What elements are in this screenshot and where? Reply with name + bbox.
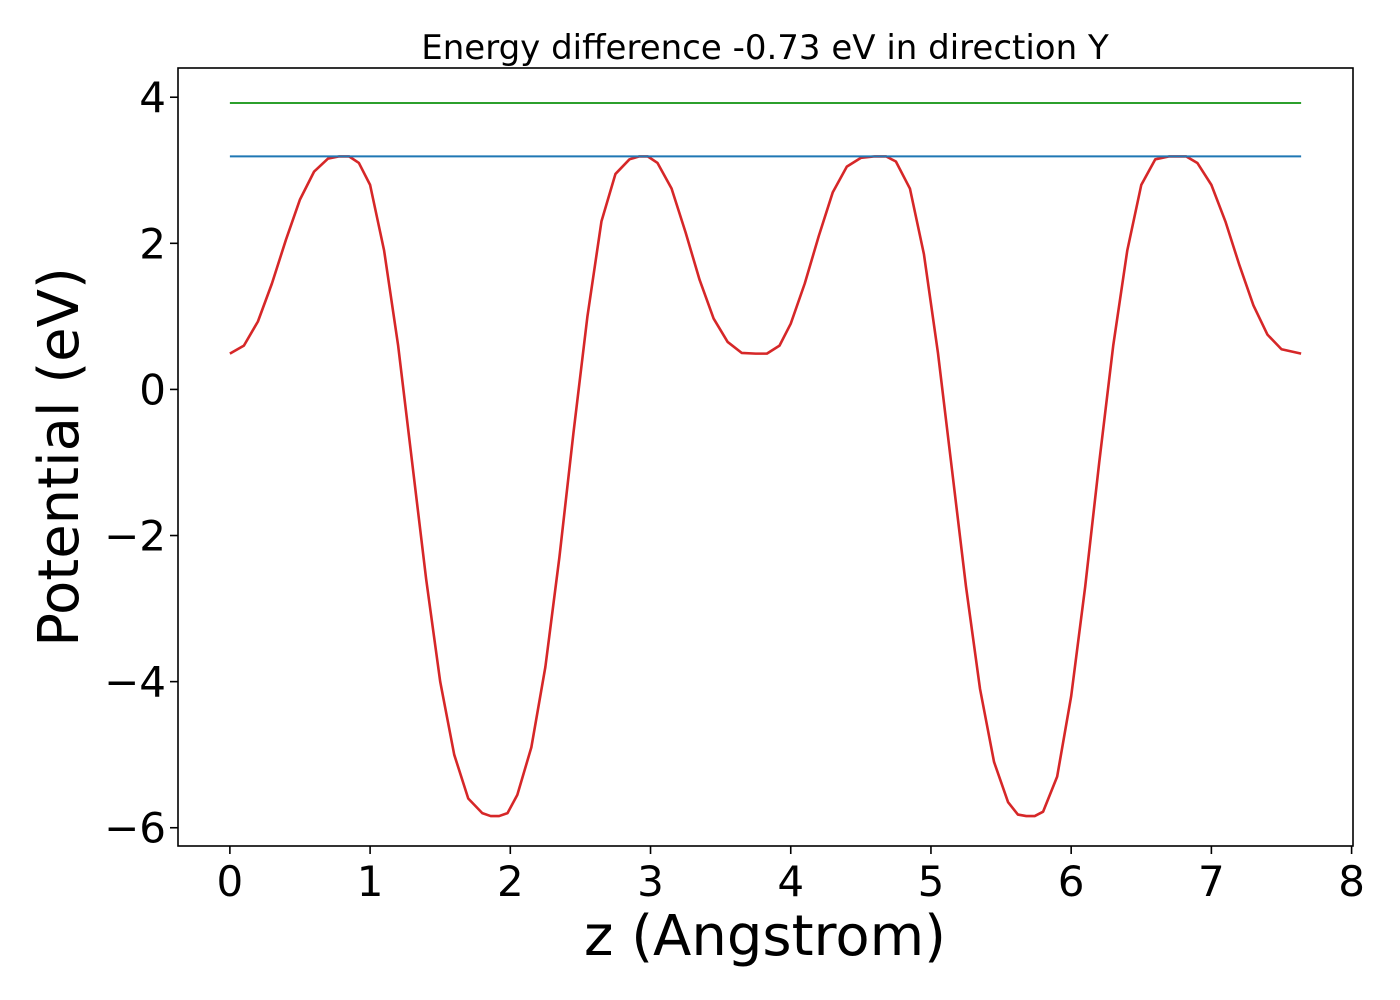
x-tick-label: 1 bbox=[357, 857, 384, 906]
chart-title: Energy difference -0.73 eV in direction … bbox=[421, 28, 1109, 68]
y-tick-label: 0 bbox=[139, 365, 166, 414]
series-line-1 bbox=[229, 155, 1302, 818]
x-tick-label: 7 bbox=[1198, 857, 1225, 906]
y-tick-label: −6 bbox=[104, 804, 166, 853]
x-tick-label: 0 bbox=[217, 857, 244, 906]
y-tick-label: −2 bbox=[104, 512, 166, 561]
y-tick-label: 2 bbox=[139, 219, 166, 268]
y-axis-title: Potential (eV) bbox=[27, 267, 92, 647]
y-tick-label: −4 bbox=[104, 658, 166, 707]
x-axis-title: z (Angstrom) bbox=[584, 904, 946, 969]
y-tick-label: 4 bbox=[139, 73, 166, 122]
plot-area bbox=[229, 102, 1302, 818]
x-tick-label: 4 bbox=[777, 857, 804, 906]
x-axis: 0 1 2 3 4 5 6 7 8 bbox=[217, 846, 1365, 906]
x-tick-label: 3 bbox=[637, 857, 664, 906]
plot-frame bbox=[177, 67, 1354, 847]
y-axis: 4 2 0 −2 −4 −6 bbox=[104, 73, 178, 853]
x-tick-label: 2 bbox=[497, 857, 524, 906]
x-tick-label: 6 bbox=[1058, 857, 1085, 906]
x-tick-label: 5 bbox=[918, 857, 945, 906]
x-tick-label: 8 bbox=[1338, 857, 1365, 906]
